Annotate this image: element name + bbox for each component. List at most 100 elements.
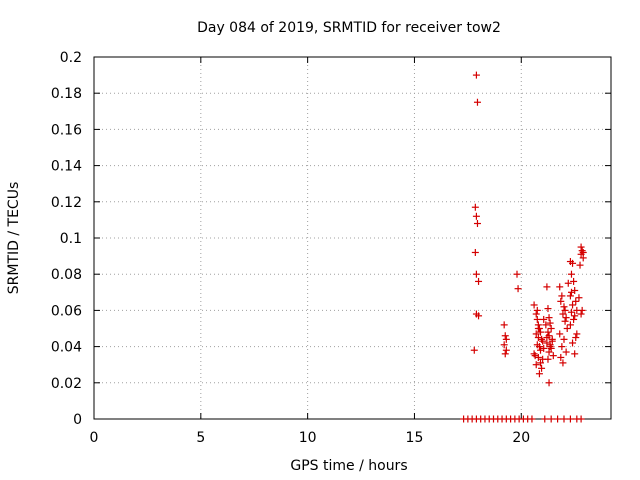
data-point (538, 335, 546, 343)
data-point (535, 370, 543, 378)
data-point (544, 355, 552, 363)
data-point (566, 415, 574, 423)
data-point (573, 330, 581, 338)
y-tick-label: 0.12 (51, 195, 82, 211)
x-tick-label: 5 (196, 430, 205, 446)
data-point (533, 315, 541, 323)
data-point (566, 292, 574, 300)
data-point (475, 312, 483, 320)
data-point (540, 315, 548, 323)
data-point (541, 415, 549, 423)
data-point (546, 343, 554, 351)
data-point (473, 220, 481, 228)
data-point (562, 314, 570, 322)
data-point (571, 286, 579, 294)
data-point (528, 415, 536, 423)
x-tick-label: 20 (512, 430, 530, 446)
y-tick-label: 0.04 (51, 340, 82, 356)
data-point (514, 285, 522, 293)
data-point (575, 294, 583, 302)
data-point (557, 297, 565, 305)
data-point (562, 348, 570, 356)
data-point (542, 321, 550, 329)
data-point (500, 341, 508, 349)
data-point (537, 328, 544, 336)
data-point (471, 248, 479, 256)
data-point (558, 292, 566, 300)
data-point (571, 312, 579, 320)
data-points (460, 71, 587, 423)
data-point (535, 343, 543, 351)
data-point (543, 334, 551, 342)
data-point (556, 330, 564, 338)
data-point (560, 303, 568, 311)
data-point (567, 308, 575, 316)
data-point (560, 415, 568, 423)
data-point (572, 334, 580, 342)
x-tick-label: 15 (406, 430, 424, 446)
data-point (566, 321, 574, 329)
data-point (501, 350, 509, 358)
data-point (554, 415, 562, 423)
y-tick-label: 0.16 (51, 122, 82, 138)
data-point (471, 203, 479, 211)
data-point (547, 325, 555, 332)
data-point (545, 348, 553, 356)
data-point (559, 359, 567, 367)
data-point (569, 339, 577, 347)
data-point (470, 346, 478, 354)
data-point (539, 337, 547, 345)
data-point (546, 319, 554, 327)
data-point (472, 270, 480, 278)
y-tick-label: 0.08 (51, 267, 82, 283)
data-point (543, 283, 551, 291)
data-point (502, 335, 510, 343)
y-tick-label: 0.2 (60, 50, 82, 66)
data-point (534, 353, 542, 361)
data-point (472, 212, 480, 220)
data-point (537, 359, 544, 367)
grid (94, 57, 611, 419)
data-point (569, 301, 577, 309)
data-point (572, 297, 580, 305)
data-point (578, 247, 586, 255)
data-point (561, 317, 569, 325)
data-point (531, 352, 539, 360)
data-point (559, 310, 567, 318)
data-point (545, 379, 553, 387)
data-point (545, 314, 553, 322)
data-point (549, 352, 557, 360)
data-point (571, 350, 579, 358)
data-point (548, 337, 556, 345)
data-point (537, 346, 544, 354)
y-tick-label: 0 (73, 412, 82, 428)
data-point (532, 361, 540, 369)
data-point (570, 315, 578, 323)
y-tick-label: 0.02 (51, 376, 82, 392)
data-point (540, 344, 548, 352)
plot-frame (93, 56, 612, 420)
data-point (578, 306, 586, 314)
data-point (577, 250, 585, 258)
data-point (577, 243, 585, 251)
axis-ticks: 0 0.02 0.04 0.06 0.08 0.1 0.12 0.14 0.16 0.18 0.2 0… (51, 50, 611, 446)
data-point (501, 332, 509, 340)
data-point (560, 335, 568, 343)
data-point (538, 364, 546, 372)
y-axis-label: SRMTID / TECUs (6, 182, 22, 295)
data-point (532, 330, 540, 338)
data-point (561, 306, 569, 314)
data-point (567, 270, 575, 278)
data-point (532, 310, 540, 318)
data-point (564, 279, 572, 287)
data-point (570, 277, 578, 285)
data-point (533, 306, 541, 314)
data-point (500, 321, 508, 329)
data-point (534, 325, 542, 332)
data-point (557, 353, 565, 361)
data-point (544, 305, 552, 313)
x-tick-label: 0 (90, 430, 99, 446)
data-point (563, 325, 571, 332)
data-point (530, 301, 538, 309)
